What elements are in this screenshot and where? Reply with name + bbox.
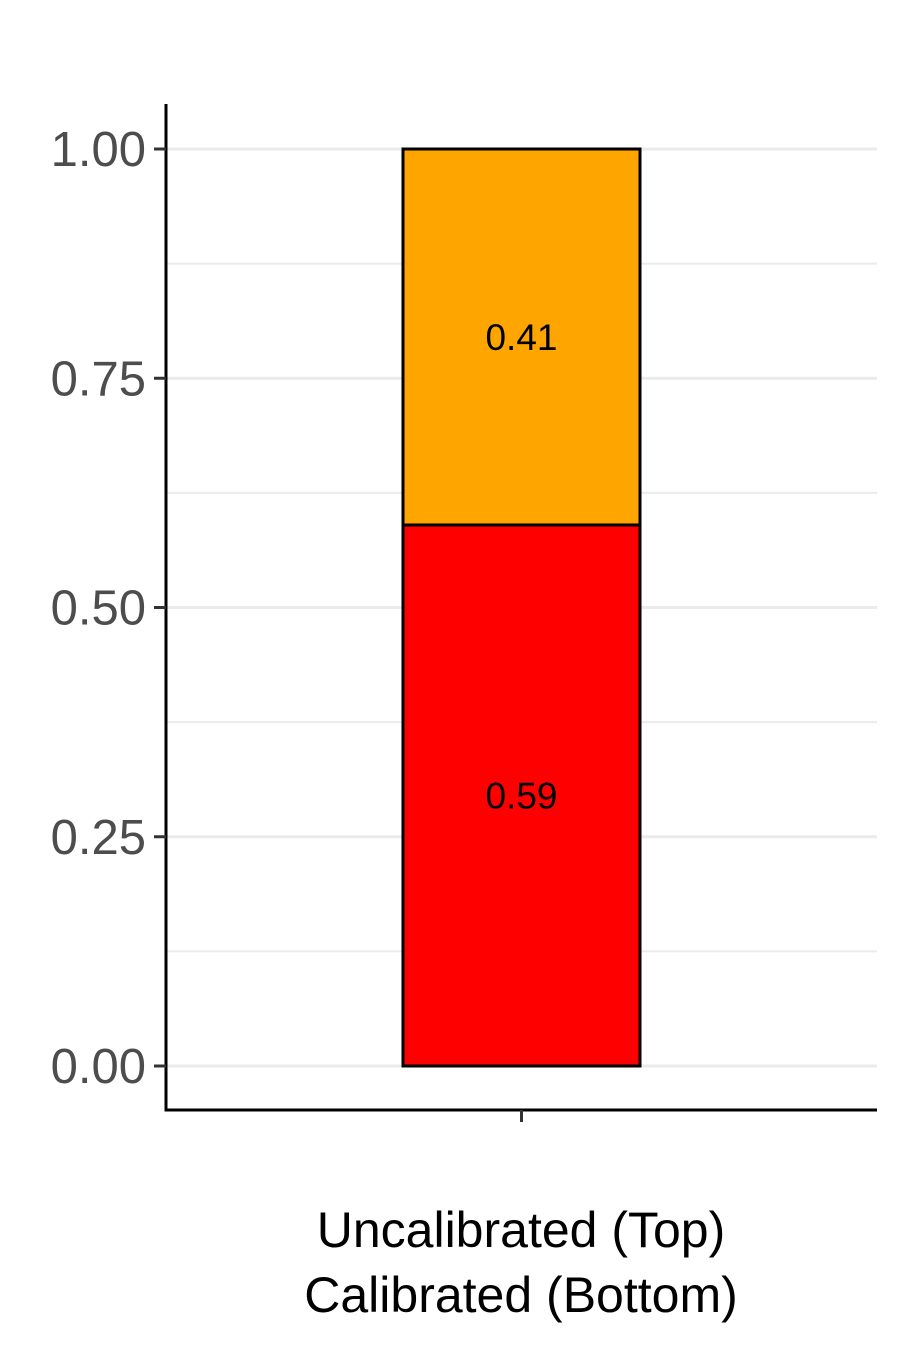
bar-labels: 0.59 0.41 bbox=[485, 317, 557, 817]
bar-value-label: 0.59 bbox=[485, 775, 557, 816]
y-tick-label: 0.25 bbox=[51, 811, 146, 865]
x-axis-title: Uncalibrated (Top) Calibrated (Bottom) bbox=[304, 1202, 738, 1323]
bar-value-label: 0.41 bbox=[485, 317, 557, 358]
x-axis-title-line-2: Calibrated (Bottom) bbox=[304, 1267, 738, 1323]
y-tick-label: 0.50 bbox=[51, 582, 146, 636]
x-axis-title-line-1: Uncalibrated (Top) bbox=[317, 1202, 726, 1258]
y-axis-ticks: 0.00 0.25 0.50 0.75 1.00 bbox=[51, 123, 166, 1094]
bar-segment-1 bbox=[401, 523, 642, 1068]
y-tick-label: 1.00 bbox=[51, 123, 146, 177]
y-tick-label: 0.00 bbox=[51, 1040, 146, 1094]
bar-segment-2 bbox=[401, 147, 642, 527]
y-tick-label: 0.75 bbox=[51, 352, 146, 406]
bars bbox=[401, 147, 642, 1068]
